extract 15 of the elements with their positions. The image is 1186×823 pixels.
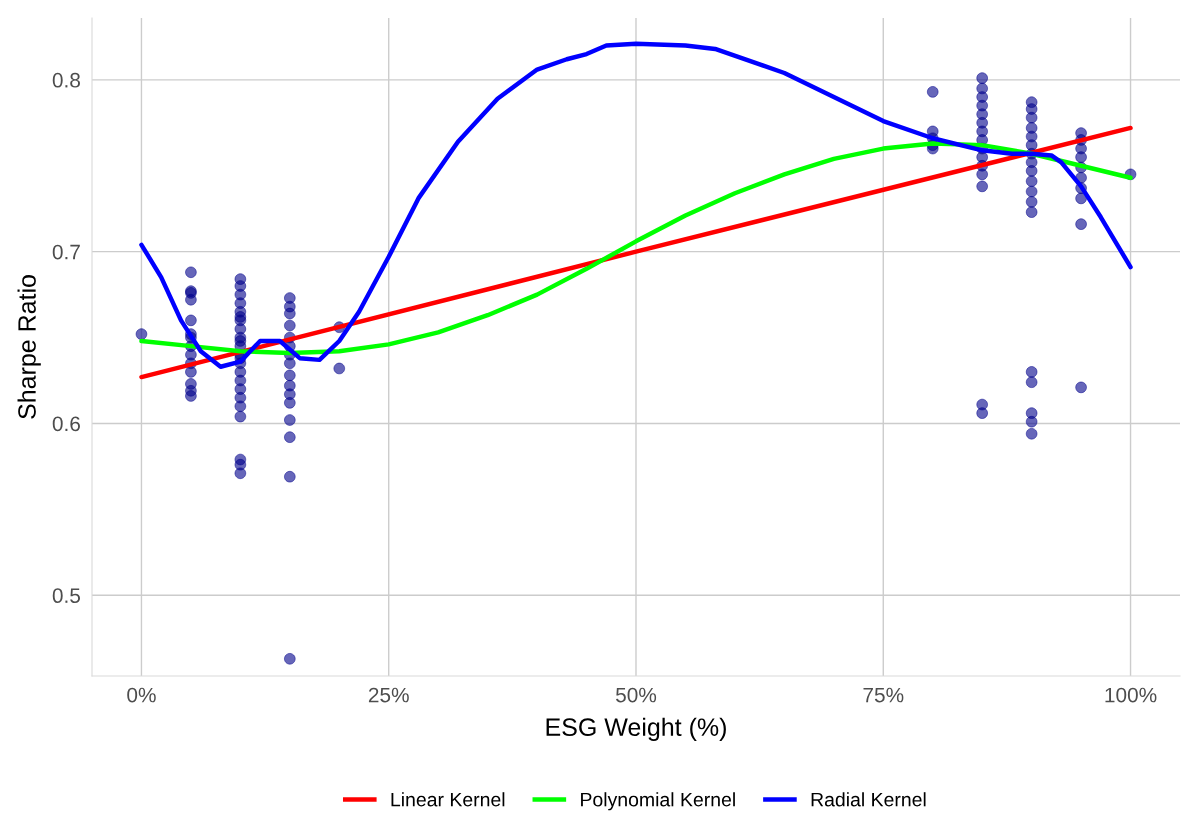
y-tick-label: 0.5 <box>52 588 81 604</box>
y-tick-label: 0.6 <box>52 416 80 432</box>
y-tick-label: 0.7 <box>52 244 80 260</box>
y-axis-title: Sharpe Ratio <box>17 275 41 419</box>
x-tick-label: 75% <box>863 687 904 703</box>
x-tick-label: 50% <box>615 687 657 703</box>
y-tick-label: 0.8 <box>52 72 80 88</box>
legend-label: Radial Kernel <box>811 792 926 807</box>
legend-label: Polynomial Kernel <box>581 792 735 811</box>
x-tick-label: 0% <box>127 687 156 703</box>
x-tick-label: 100% <box>1105 687 1157 703</box>
x-axis-title: ESG Weight (%) <box>546 717 726 741</box>
line-series <box>139 41 1133 369</box>
legend-label: Linear Kernel <box>391 792 505 807</box>
x-tick-label: 25% <box>368 687 409 703</box>
